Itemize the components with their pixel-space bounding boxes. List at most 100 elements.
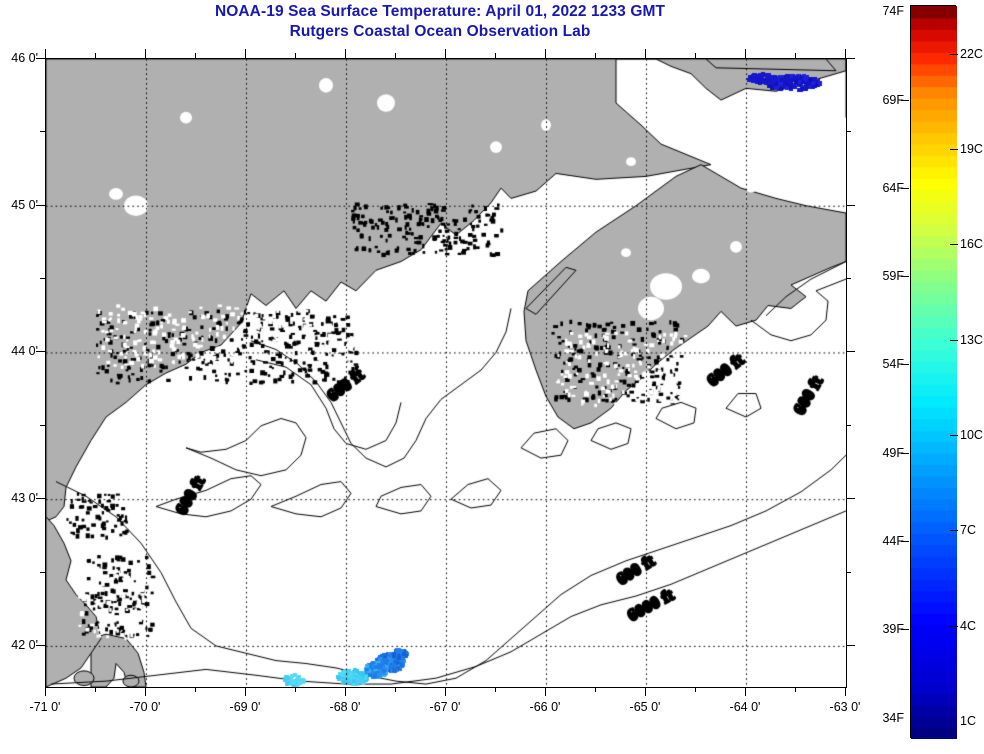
colorbar-tick-right xyxy=(950,435,958,437)
x-tick-top xyxy=(245,49,246,58)
x-axis-label: -64 0' xyxy=(729,700,761,714)
x-tick-top xyxy=(745,49,746,58)
y-tick xyxy=(36,498,45,499)
x-tick xyxy=(95,687,96,692)
x-tick xyxy=(245,687,246,696)
x-tick-top xyxy=(395,53,396,58)
y-tick xyxy=(40,278,45,279)
colorbar-tick-left xyxy=(901,276,909,278)
colorbar-celsius-label: 7C xyxy=(960,523,976,538)
colorbar-fahrenheit-label: 59F xyxy=(882,269,904,284)
colorbar-tick-right xyxy=(950,244,958,246)
colorbar-fahrenheit-label: 49F xyxy=(882,445,904,460)
x-axis-label: -68 0' xyxy=(329,700,361,714)
colorbar-tick-left xyxy=(901,452,909,454)
colorbar-tick-left xyxy=(901,99,909,101)
colorbar-tick-right xyxy=(950,625,958,627)
x-tick-top xyxy=(445,49,446,58)
y-tick-right xyxy=(846,351,855,352)
x-tick xyxy=(545,687,546,696)
x-tick-top xyxy=(295,53,296,58)
y-axis-label: 43 0' xyxy=(11,491,38,506)
colorbar-celsius-label: 13C xyxy=(960,332,983,347)
x-tick xyxy=(345,687,346,696)
x-tick-top xyxy=(695,53,696,58)
x-tick xyxy=(45,687,46,696)
title-line-2: Rutgers Coastal Ocean Observation Lab xyxy=(289,23,591,40)
colorbar-celsius-label: 16C xyxy=(960,237,983,252)
x-tick-top xyxy=(495,53,496,58)
x-tick xyxy=(695,687,696,692)
y-axis-label: 42 0' xyxy=(11,637,38,652)
chart-title-block: NOAA-19 Sea Surface Temperature: April 0… xyxy=(0,2,880,42)
colorbar-celsius-label: 19C xyxy=(960,142,983,157)
x-tick-top xyxy=(595,53,596,58)
temperature-colorbar xyxy=(910,5,957,739)
y-tick xyxy=(40,572,45,573)
x-tick-top xyxy=(195,53,196,58)
colorbar-celsius-label: 10C xyxy=(960,428,983,443)
x-tick-top xyxy=(645,49,646,58)
x-tick-top xyxy=(145,49,146,58)
y-tick-right xyxy=(846,645,855,646)
colorbar-tick-left xyxy=(901,629,909,631)
x-tick xyxy=(145,687,146,696)
colorbar-celsius-label: 1C xyxy=(960,714,976,729)
x-tick xyxy=(495,687,496,692)
y-tick-right xyxy=(846,498,855,499)
x-axis-label: -71 0' xyxy=(29,700,61,714)
colorbar-fahrenheit-label: 69F xyxy=(882,92,904,107)
x-axis-label: -69 0' xyxy=(229,700,261,714)
y-tick xyxy=(40,425,45,426)
x-tick-top xyxy=(795,53,796,58)
colorbar-tick-right xyxy=(950,149,958,151)
colorbar-fahrenheit-label: 54F xyxy=(882,357,904,372)
x-tick xyxy=(845,687,846,696)
colorbar-gradient xyxy=(911,6,957,739)
x-tick-top xyxy=(45,49,46,58)
colorbar-celsius-label: 4C xyxy=(960,618,976,633)
sst-map-canvas xyxy=(46,59,846,687)
y-tick xyxy=(36,351,45,352)
y-axis-label: 44 0' xyxy=(11,344,38,359)
x-axis-label: -65 0' xyxy=(629,700,661,714)
y-tick-right xyxy=(846,205,855,206)
x-tick-top xyxy=(345,49,346,58)
x-axis-label: -70 0' xyxy=(129,700,161,714)
y-tick-right xyxy=(846,131,851,132)
colorbar-tick-right xyxy=(950,530,958,532)
colorbar-celsius-label: 22C xyxy=(960,46,983,61)
colorbar-fahrenheit-label: 44F xyxy=(882,534,904,548)
colorbar-fahrenheit-label: 34F xyxy=(882,710,904,725)
x-tick xyxy=(595,687,596,692)
y-axis-label: 45 0' xyxy=(11,197,38,212)
x-tick-top xyxy=(845,49,846,58)
x-tick xyxy=(295,687,296,692)
x-tick-top xyxy=(545,49,546,58)
y-tick xyxy=(36,205,45,206)
title-line-1: NOAA-19 Sea Surface Temperature: April 0… xyxy=(214,3,666,20)
y-tick-right xyxy=(846,278,851,279)
map-plot-area xyxy=(45,58,847,688)
x-axis-label: -63 0' xyxy=(829,700,861,714)
colorbar-tick-right xyxy=(950,53,958,55)
colorbar-fahrenheit-label: 39F xyxy=(882,622,904,637)
x-tick xyxy=(195,687,196,692)
x-tick xyxy=(445,687,446,696)
y-tick-right xyxy=(846,572,851,573)
x-tick xyxy=(395,687,396,692)
x-tick xyxy=(745,687,746,696)
colorbar-tick-left xyxy=(901,187,909,189)
x-tick xyxy=(645,687,646,696)
colorbar-tick-left xyxy=(901,541,909,542)
y-tick-right xyxy=(846,58,855,59)
x-axis-label: -66 0' xyxy=(529,700,561,714)
colorbar-tick-left xyxy=(901,364,909,366)
x-tick xyxy=(795,687,796,692)
y-tick xyxy=(36,645,45,646)
y-tick-right xyxy=(846,425,851,426)
x-tick-top xyxy=(95,53,96,58)
x-axis-label: -67 0' xyxy=(429,700,461,714)
y-axis-label: 46 0' xyxy=(11,51,38,65)
colorbar-fahrenheit-label: 64F xyxy=(882,180,904,195)
